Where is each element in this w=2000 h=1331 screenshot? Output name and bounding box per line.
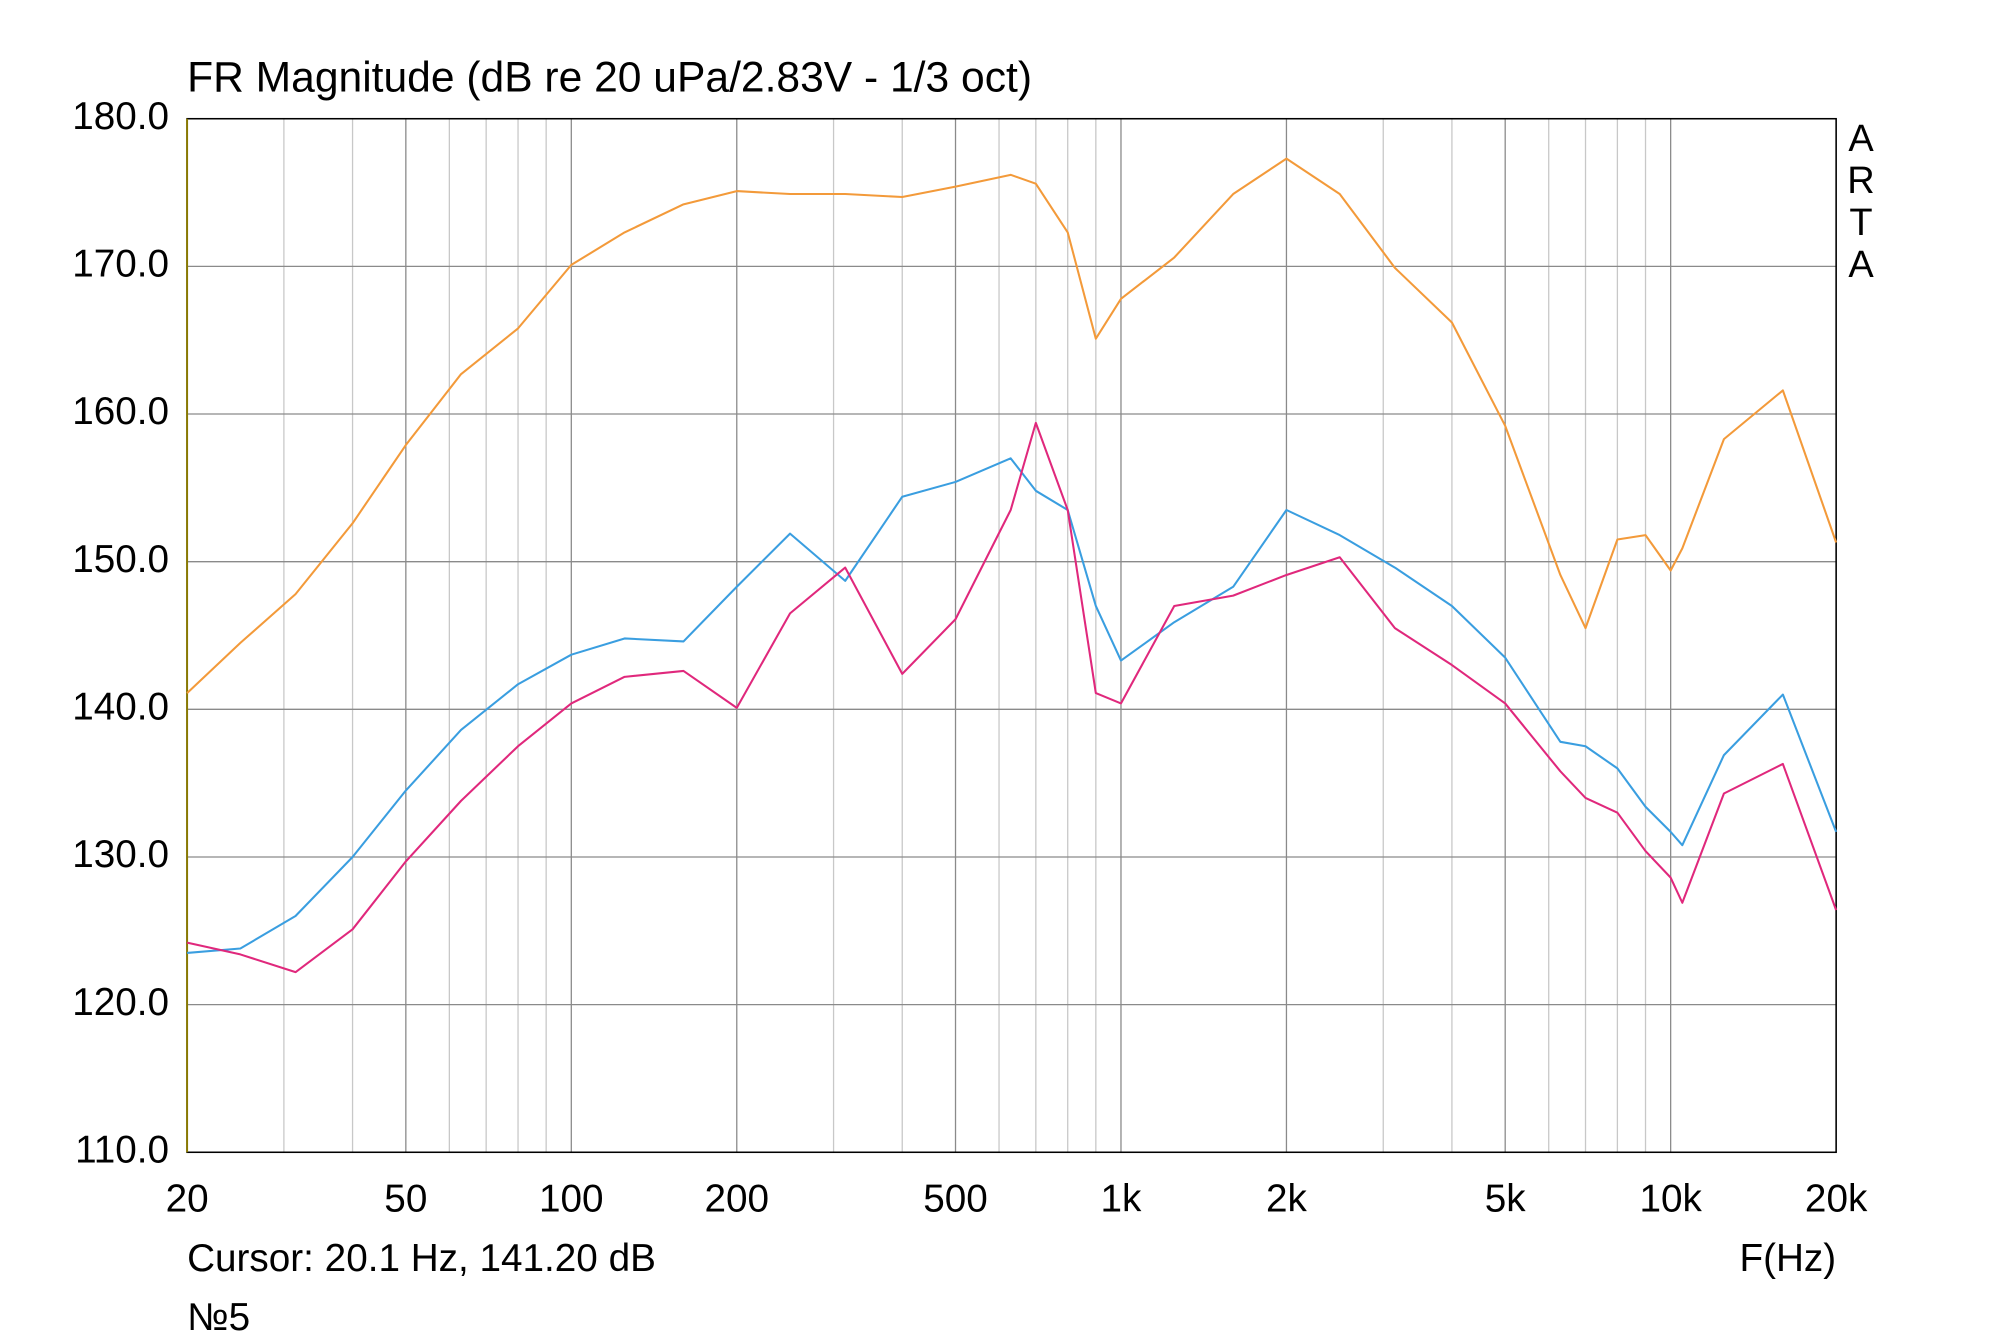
series-line: [186, 421, 1838, 974]
series-line: [186, 157, 1838, 694]
x-tick-label: 2k: [1266, 1178, 1308, 1221]
x-tick-label: 100: [539, 1178, 604, 1221]
x-tick-label: 500: [923, 1178, 988, 1221]
x-tick-label: 200: [704, 1178, 769, 1221]
chart-title: FR Magnitude (dB re 20 uPa/2.83V - 1/3 o…: [187, 53, 1032, 101]
x-tick-label: 1k: [1101, 1178, 1143, 1221]
y-tick-label: 130.0: [72, 833, 169, 876]
cursor-readout: Cursor: 20.1 Hz, 141.20 dB: [187, 1237, 656, 1280]
y-tick-label: 120.0: [72, 981, 169, 1024]
x-tick-label: 5k: [1485, 1178, 1527, 1221]
watermark: ARTA: [1840, 118, 1882, 286]
y-tick-label: 160.0: [72, 390, 169, 433]
y-tick-label: 180.0: [72, 95, 169, 138]
x-tick-label: 20k: [1805, 1178, 1868, 1221]
y-tick-label: 110.0: [75, 1128, 169, 1171]
x-tick-label: 50: [384, 1178, 427, 1221]
plot-frame: [186, 117, 1837, 1154]
footnote: №5: [187, 1296, 250, 1331]
x-tick-label: 20: [166, 1178, 209, 1221]
y-tick-label: 170.0: [72, 243, 169, 286]
y-tick-label: 140.0: [72, 686, 169, 729]
x-axis-label: F(Hz): [1739, 1237, 1836, 1280]
x-tick-label: 10k: [1639, 1178, 1702, 1221]
y-tick-label: 150.0: [72, 538, 169, 581]
series-line: [187, 457, 1838, 954]
